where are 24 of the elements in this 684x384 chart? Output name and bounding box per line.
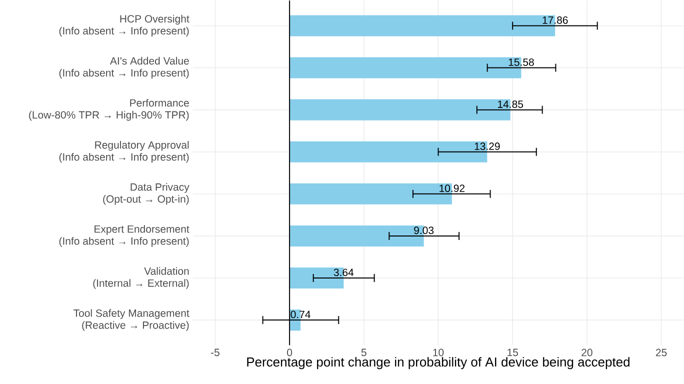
y-tick-label: Regulatory Approval (Info absent → Info present) <box>59 140 189 163</box>
y-tick-label: Performance (Low-80% TPR → High-90% TPR) <box>29 98 189 121</box>
y-tick-label: Data Privacy (Opt-out → Opt-in) <box>103 182 190 205</box>
x-tick-label: 5 <box>361 348 366 356</box>
y-tick-label: Tool Safety Management (Reactive → Proactive) <box>74 309 190 331</box>
data-label: 17.86 <box>542 16 568 24</box>
data-label: 3.64 <box>334 268 354 276</box>
x-tick-label: 10 <box>433 348 444 356</box>
data-label: 14.85 <box>498 100 524 108</box>
x-axis-title: Percentage point change in probability of AI device being accepted <box>247 356 630 370</box>
data-label: 13.29 <box>474 142 500 150</box>
data-label: 15.58 <box>508 58 534 66</box>
y-tick-label: HCP Oversight (Info absent → Info present) <box>59 14 190 36</box>
x-tick-label: 20 <box>582 348 592 356</box>
x-tick-label: 25 <box>656 348 667 356</box>
data-label: 10.92 <box>440 184 465 192</box>
y-tick-label: Validation (Internal → External) <box>93 266 189 289</box>
x-tick-label: -5 <box>211 348 220 356</box>
x-tick-label: 0 <box>287 348 292 356</box>
y-tick-label: AI's Added Value (Info absent → Info present) <box>59 56 189 79</box>
x-tick-label: 15 <box>508 348 518 356</box>
data-label: 9.03 <box>414 226 434 234</box>
y-tick-label: Expert Endorsement (Info absent → Info present) <box>59 224 190 247</box>
data-label: 0.74 <box>290 310 310 318</box>
